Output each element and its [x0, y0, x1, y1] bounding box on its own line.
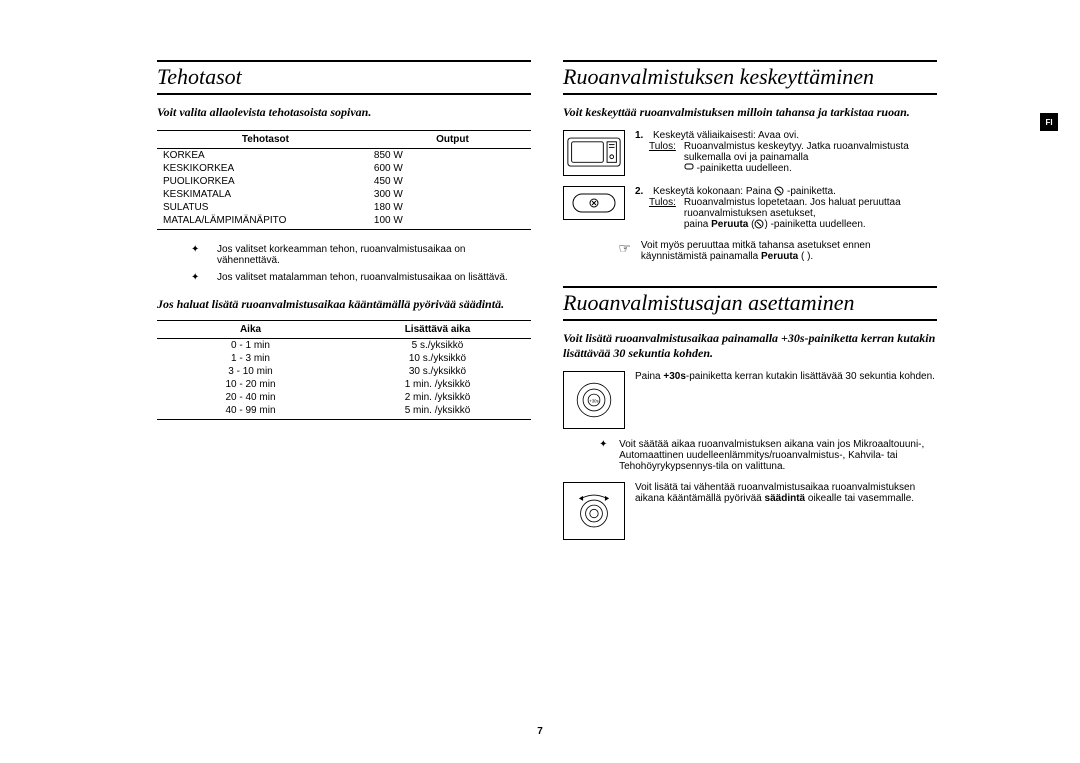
note-bullet: ✦	[599, 439, 609, 472]
th-add: Lisättävä aika	[344, 321, 531, 339]
table-cell: 30 s./yksikkö	[344, 365, 531, 378]
table-cell: 20 - 40 min	[157, 391, 344, 404]
note-bullet: ✦	[191, 244, 201, 266]
th-levels: Tehotasot	[157, 131, 374, 149]
table-cell: 180 W	[374, 201, 531, 214]
table-cell: 10 s./yksikkö	[344, 352, 531, 365]
result-extra: paina Peruuta () -painiketta uudelleen.	[684, 219, 866, 230]
step-text: Keskeytä väliaikaisesti: Avaa ovi.	[653, 130, 799, 141]
cancel-button-icon	[563, 186, 625, 220]
language-tab: FI	[1040, 113, 1058, 131]
note-bullet: ✦	[191, 272, 201, 283]
time-table: Aika Lisättävä aika 0 - 1 min5 s./yksikk…	[157, 320, 531, 420]
result-label: Tulos:	[649, 197, 676, 219]
table-cell: MATALA/LÄMPIMÄNÄPITO	[157, 214, 374, 230]
note-text: Voit myös peruuttaa mitkä tahansa asetuk…	[641, 240, 937, 262]
step-row: Voit lisätä tai vähentää ruoanvalmistusa…	[563, 482, 937, 540]
result-label: Tulos:	[649, 141, 676, 163]
table-cell: 300 W	[374, 188, 531, 201]
table-cell: 850 W	[374, 149, 531, 163]
right-column: Ruoanvalmistuksen keskeyttäminen Voit ke…	[563, 60, 937, 550]
intro-text: Voit valita allaolevista tehotasoista so…	[157, 105, 531, 120]
body-text: Paina +30s-painiketta kerran kutakin lis…	[635, 371, 937, 429]
note-text: Voit säätää aikaa ruoanvalmistuksen aika…	[619, 439, 937, 472]
heading-set-time: Ruoanvalmistusajan asettaminen	[563, 286, 937, 321]
table-cell: 600 W	[374, 162, 531, 175]
table-cell: 100 W	[374, 214, 531, 230]
note-row: ☞ Voit myös peruuttaa mitkä tahansa aset…	[563, 240, 937, 262]
table-cell: KESKIMATALA	[157, 188, 374, 201]
table-cell: 2 min. /yksikkö	[344, 391, 531, 404]
step-row: 1. Keskeytä väliaikaisesti: Avaa ovi. Tul…	[563, 130, 937, 176]
table-cell: KORKEA	[157, 149, 374, 163]
rotate-dial-icon	[563, 482, 625, 540]
intro-stop: Voit keskeyttää ruoanvalmistuksen milloi…	[563, 105, 937, 120]
intro-time: Voit lisätä ruoanvalmistusaikaa painamal…	[563, 331, 937, 361]
table-cell: 5 min. /yksikkö	[344, 404, 531, 420]
step-row: 2.Keskeytä kokonaan: Paina -painiketta. …	[563, 186, 937, 230]
result-text: Ruoanvalmistus keskeytyy. Jatka ruoanval…	[684, 141, 937, 163]
step-num: 1.	[635, 130, 649, 141]
table-cell: 40 - 99 min	[157, 404, 344, 420]
table-cell: KESKIKORKEA	[157, 162, 374, 175]
table-cell: 3 - 10 min	[157, 365, 344, 378]
note-text: Jos valitset korkeamman tehon, ruoanvalm…	[217, 244, 531, 266]
time-subhead: Jos haluat lisätä ruoanvalmistusaikaa kä…	[157, 297, 531, 312]
note-text: Jos valitset matalamman tehon, ruoanvalm…	[217, 272, 508, 283]
microwave-icon	[563, 130, 625, 176]
pointer-icon: ☞	[618, 240, 631, 262]
step-num: 2.	[635, 186, 649, 197]
page-number: 7	[537, 726, 543, 737]
table-cell: 5 s./yksikkö	[344, 339, 531, 353]
table-cell: PUOLIKORKEA	[157, 175, 374, 188]
table-cell: 10 - 20 min	[157, 378, 344, 391]
th-output: Output	[374, 131, 531, 149]
table-cell: 1 - 3 min	[157, 352, 344, 365]
power-levels-table: Tehotasot Output KORKEA850 WKESKIKORKEA6…	[157, 130, 531, 230]
result-text: Ruoanvalmistus lopetetaan. Jos haluat pe…	[684, 197, 937, 219]
table-cell: 0 - 1 min	[157, 339, 344, 353]
table-cell: 450 W	[374, 175, 531, 188]
step-text: Keskeytä kokonaan: Paina -painiketta.	[653, 186, 836, 197]
body-text: Voit lisätä tai vähentää ruoanvalmistusa…	[635, 482, 937, 540]
heading-stop-cooking: Ruoanvalmistuksen keskeyttäminen	[563, 60, 937, 95]
note-row: ✦ Voit säätää aikaa ruoanvalmistuksen ai…	[563, 439, 937, 472]
heading-power-levels: Tehotasot	[157, 60, 531, 95]
left-column: Tehotasot Voit valita allaolevista tehot…	[157, 60, 531, 550]
table-cell: 1 min. /yksikkö	[344, 378, 531, 391]
result-extra: -painiketta uudelleen.	[684, 163, 792, 174]
th-time: Aika	[157, 321, 344, 339]
svg-text:+30s: +30s	[589, 399, 598, 404]
dial-icon: +30s	[563, 371, 625, 429]
power-notes: ✦ Jos valitset korkeamman tehon, ruoanval…	[191, 244, 531, 283]
table-cell: SULATUS	[157, 201, 374, 214]
step-row: +30s Paina +30s-painiketta kerran kutaki…	[563, 371, 937, 429]
